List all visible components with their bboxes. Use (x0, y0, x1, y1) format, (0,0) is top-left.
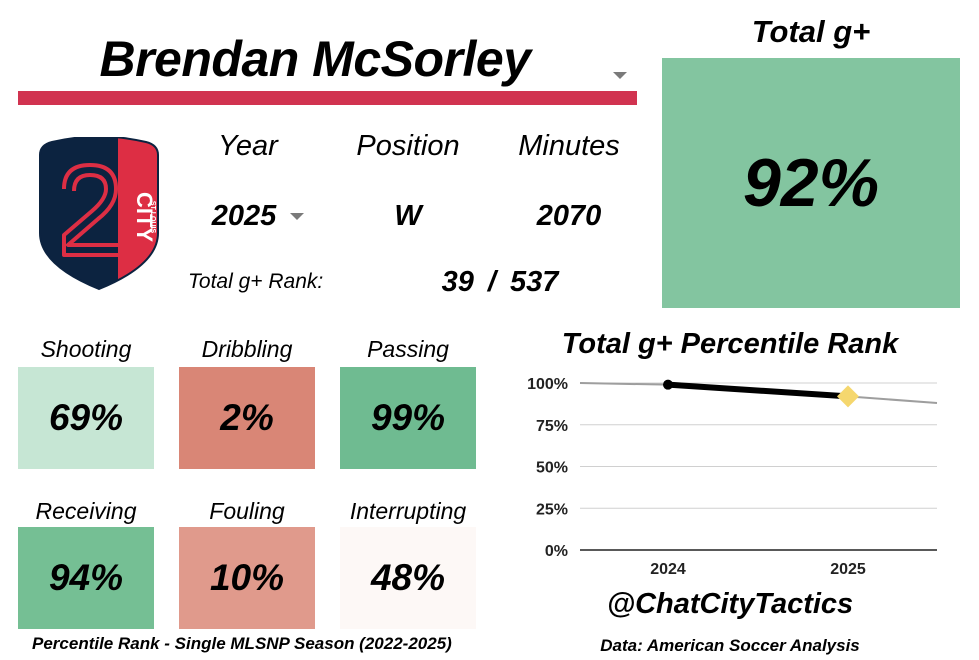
chart-trend-line-right (847, 395, 938, 405)
metric-label-dribbling: Dribbling (201, 336, 293, 362)
metric-tile-fouling: 10% (179, 527, 315, 629)
year-value[interactable]: 2025 (211, 200, 277, 232)
chart-x-tick-label: 2025 (830, 561, 866, 578)
metric-value-shooting: 69% (48, 397, 124, 438)
footnote-percentile-rank: Percentile Rank - Single MLSNP Season (2… (32, 634, 452, 653)
chart-point-2024 (663, 379, 673, 390)
metric-label-passing: Passing (367, 336, 449, 362)
year-dropdown-icon[interactable] (290, 213, 304, 220)
percentile-rank-chart: 0% 25% 50% 75% 100% 2024 2025 (527, 376, 938, 578)
chart-title: Total g+ Percentile Rank (561, 328, 899, 360)
club-logo: CITY ST LOUIS (39, 137, 159, 291)
footnote-data-source: Data: American Soccer Analysis (600, 636, 860, 655)
metric-value-passing: 99% (370, 397, 446, 438)
position-value: W (394, 200, 422, 232)
total-g-plus-value: 92% (742, 145, 880, 221)
metric-tile-interrupting: 48% (340, 527, 476, 629)
year-label: Year (218, 130, 278, 162)
metric-label-fouling: Fouling (209, 498, 285, 524)
name-underline (18, 91, 637, 105)
metric-tile-passing: 99% (340, 367, 476, 469)
metric-tile-receiving: 94% (18, 527, 154, 629)
chart-point-2025 (837, 385, 859, 408)
chart-y-tick-label: 50% (536, 460, 568, 477)
logo-wordmark: CITY (132, 192, 157, 242)
chart-y-tick-label: 100% (527, 376, 568, 393)
metric-label-interrupting: Interrupting (349, 498, 467, 524)
metric-value-dribbling: 2% (220, 397, 274, 438)
credit-handle: @ChatCityTactics (606, 588, 854, 620)
chart-y-tick-label: 75% (536, 418, 568, 435)
rank-value: 39 / 537 (441, 266, 559, 298)
rank-label: Total g+ Rank: (188, 270, 324, 293)
player-name: Brendan McSorley (99, 31, 531, 87)
chart-y-tick-label: 25% (536, 501, 568, 518)
minutes-value: 2070 (536, 200, 602, 232)
total-g-plus-box: 92% (662, 58, 960, 308)
logo-small-text: ST LOUIS (149, 201, 156, 234)
total-g-plus-title: Total g+ (751, 14, 871, 49)
metric-value-receiving: 94% (48, 557, 124, 598)
metric-label-shooting: Shooting (40, 336, 132, 362)
metric-value-fouling: 10% (209, 557, 285, 598)
position-label: Position (356, 130, 460, 162)
metric-label-receiving: Receiving (35, 498, 137, 524)
chart-series-line (665, 381, 851, 400)
chart-trend-line-left (579, 382, 669, 386)
chart-x-tick-label: 2024 (650, 561, 686, 578)
metric-tile-dribbling: 2% (179, 367, 315, 469)
chart-y-tick-label: 0% (545, 543, 568, 560)
minutes-label: Minutes (518, 130, 620, 162)
metric-value-interrupting: 48% (370, 557, 446, 598)
player-dropdown-icon[interactable] (613, 72, 627, 79)
metric-tile-shooting: 69% (18, 367, 154, 469)
